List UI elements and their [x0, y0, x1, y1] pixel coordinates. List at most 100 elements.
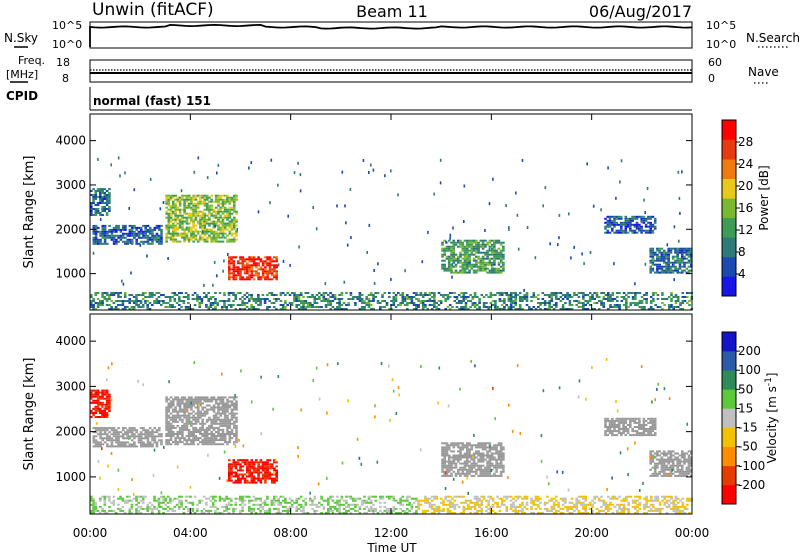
data-cell-power-1828: [146, 300, 149, 302]
data-cell-power-100: [176, 216, 180, 219]
data-cell-power-198: [190, 218, 193, 221]
data-cell-velocity-947: [124, 433, 127, 436]
data-cell-power-2678: [609, 298, 612, 300]
data-cell-power-1191: [468, 257, 471, 260]
data-cell-power-2166: [338, 308, 341, 310]
data-cell-power-1308: [490, 267, 494, 270]
data-cell-velocity-1376: [497, 450, 501, 453]
data-cell-power-294: [201, 194, 204, 197]
data-cell-power-2947: [312, 206, 314, 209]
data-cell-power-1737: [101, 296, 104, 298]
data-cell-power-697: [266, 276, 269, 279]
data-cell-velocity-249: [196, 431, 200, 433]
data-cell-power-2915: [162, 201, 165, 204]
data-cell-power-2043: [272, 294, 276, 296]
data-cell-velocity-1092: [445, 464, 449, 467]
data-cell-velocity-1480: [626, 417, 630, 420]
data-cell-velocity-439: [221, 431, 225, 433]
data-cell-velocity-242: [194, 402, 198, 405]
data-cell-velocity-1076: [443, 464, 446, 467]
data-cell-power-1826: [146, 306, 149, 308]
data-cell-velocity-944: [124, 443, 127, 446]
data-cell-power-937: [128, 238, 132, 241]
data-cell-power-2779: [670, 300, 673, 302]
data-cell-velocity-405: [217, 422, 220, 425]
data-cell-power-601: [239, 258, 242, 261]
data-cell-velocity-221: [192, 422, 195, 425]
data-cell-velocity-1366: [495, 446, 498, 449]
data-cell-power-1928: [207, 298, 210, 300]
data-cell-power-205: [190, 200, 193, 203]
data-cell-velocity-597: [237, 463, 240, 466]
data-cell-velocity-1684: [678, 468, 682, 471]
data-cell-velocity-347: [210, 441, 213, 444]
data-cell-velocity-1119: [450, 462, 453, 465]
data-cell-velocity-660: [252, 465, 256, 468]
data-cell-power-238: [194, 210, 198, 213]
data-cell-velocity-1024: [148, 435, 152, 438]
data-cell-power-670: [257, 262, 260, 265]
data-cell-power-336: [208, 228, 211, 231]
data-cell-power-1912: [198, 304, 201, 306]
data-cell-velocity-444: [221, 418, 225, 421]
data-cell-power-1121: [457, 271, 460, 274]
data-cell-power-2482: [509, 306, 513, 308]
data-cell-velocity-1752: [92, 497, 95, 500]
data-cell-power-1098: [452, 271, 456, 274]
data-cell-power-1798: [132, 306, 136, 308]
data-cell-power-1823: [144, 296, 147, 298]
data-cell-power-758: [94, 214, 98, 216]
data-cell-power-1078: [447, 257, 451, 260]
data-cell-velocity-1600: [658, 458, 661, 461]
data-cell-velocity-683: [259, 471, 263, 474]
data-cell-velocity-1364: [495, 450, 498, 453]
data-cell-velocity-128: [181, 426, 184, 429]
data-cell-power-2804: [683, 296, 687, 298]
data-cell-velocity-1459: [620, 419, 623, 422]
data-cell-power-203: [190, 206, 193, 209]
data-cell-velocity-1572: [651, 466, 655, 469]
data-cell-power-2344: [433, 296, 436, 298]
data-cell-power-1345: [495, 239, 498, 242]
data-cell-velocity-1144: [454, 444, 458, 447]
data-cell-power-1736: [101, 300, 104, 302]
data-cell-power-1814: [139, 300, 143, 302]
data-cell-velocity-146: [183, 416, 186, 419]
data-cell-velocity-1767: [103, 509, 107, 512]
data-cell-velocity-1629: [665, 464, 668, 467]
data-cell-velocity-1934: [205, 509, 208, 512]
data-cell-power-151: [183, 206, 186, 209]
data-cell-velocity-584: [234, 475, 238, 478]
data-cell-power-212: [192, 230, 195, 233]
data-cell-velocity-657: [252, 471, 256, 474]
data-cell-velocity-355: [210, 422, 213, 425]
data-cell-power-1891: [184, 306, 188, 308]
data-cell-power-1250: [479, 265, 483, 268]
data-cell-power-1540: [651, 259, 655, 262]
data-cell-power-1348: [497, 267, 501, 270]
data-cell-power-2028: [263, 300, 267, 302]
data-cell-power-2119: [313, 300, 317, 302]
velocity-data-cells: [90, 357, 694, 514]
data-cell-power-2120: [313, 298, 317, 300]
data-cell-velocity-1437: [613, 426, 616, 428]
data-cell-power-2558: [548, 300, 551, 302]
data-cell-velocity-895: [108, 435, 111, 438]
data-cell-velocity-1473: [624, 421, 628, 424]
data-cell-power-2249: [388, 308, 391, 310]
data-cell-power-2882: [377, 262, 379, 266]
data-cell-power-2055: [281, 306, 285, 308]
data-cell-power-2932: [167, 257, 169, 260]
data-cell-velocity-1327: [488, 460, 492, 463]
data-cell-velocity-417: [219, 439, 222, 442]
data-cell-power-2664: [602, 298, 606, 300]
data-cell-power-449: [221, 202, 225, 205]
data-cell-velocity-1417: [606, 419, 610, 422]
nsearch-tick-top: 10^5: [706, 19, 736, 32]
data-cell-power-1815: [139, 294, 143, 296]
nsky-line: [89, 23, 693, 47]
data-cell-power-2856: [526, 226, 529, 229]
data-cell-velocity-194: [190, 443, 193, 446]
data-cell-power-1731: [99, 304, 102, 306]
data-cell-velocity-486: [226, 406, 229, 409]
